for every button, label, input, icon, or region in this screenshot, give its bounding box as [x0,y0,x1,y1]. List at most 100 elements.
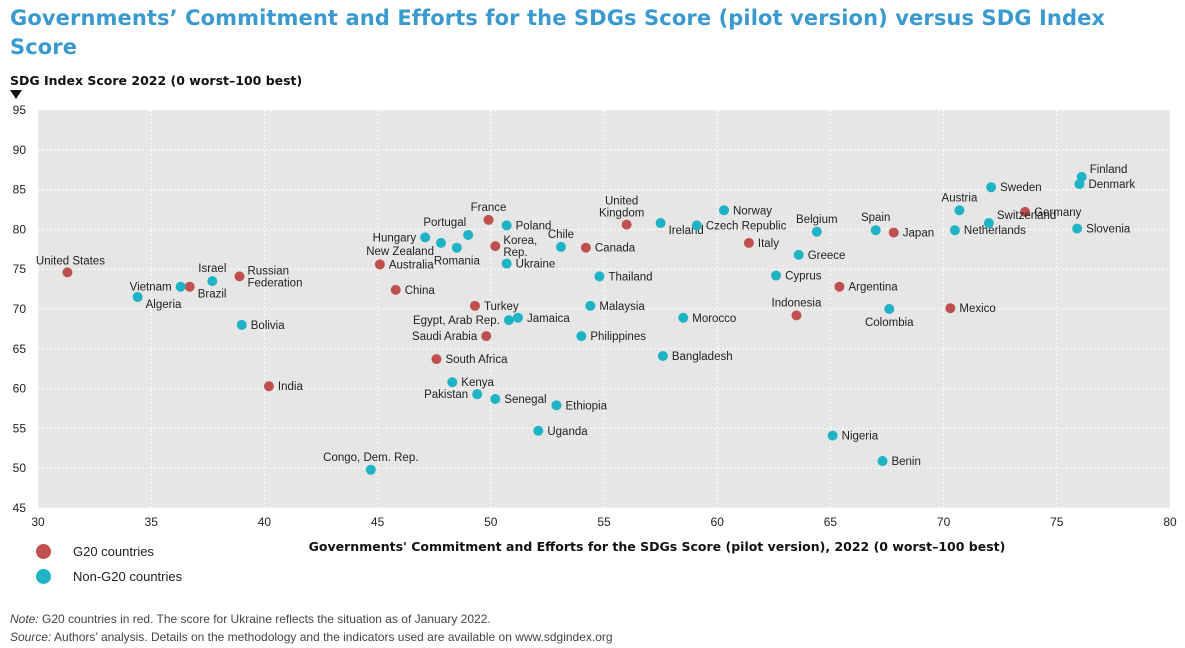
y-tick-label: 75 [13,262,27,276]
data-point [463,229,474,240]
y-tick-label: 45 [13,501,27,515]
y-tick-label: 70 [13,302,27,316]
chart-note: Note: G20 countries in red. The score fo… [10,612,491,626]
point-label: Korea, [503,235,537,247]
data-point [793,249,804,260]
point-label: Algeria [146,299,182,311]
point-label: Kenya [461,377,494,389]
y-tick-label: 95 [13,103,27,117]
point-label: Netherlands [964,225,1026,237]
point-label: Belgium [796,214,838,226]
data-point [771,270,782,281]
source-prefix: Source: [10,630,52,644]
data-point [447,377,458,388]
point-label: Kingdom [599,208,644,220]
point-label: Germany [1034,207,1082,219]
y-tick-label: 60 [13,382,27,396]
x-tick-label: 55 [597,515,611,529]
point-label: Argentina [848,282,898,294]
point-label: Slovenia [1086,224,1131,236]
data-point [435,237,446,248]
point-label: Australia [389,259,434,271]
chart-source: Source: Authors’ analysis. Details on th… [10,630,613,644]
point-label: Switzerland [997,210,1056,222]
point-label: Czech Republic [706,220,787,232]
data-point [481,331,492,342]
data-point [451,242,462,253]
point-label: Pakistan [424,389,468,401]
point-label: Colombia [865,317,914,329]
data-point [1020,206,1031,217]
data-point [390,284,401,295]
point-label: Portugal [423,217,466,229]
data-point [678,312,689,323]
y-axis-arrow-icon [10,90,22,99]
data-point [483,214,494,225]
data-point [691,220,702,231]
note-prefix: Note: [10,612,39,626]
x-tick-label: 30 [31,515,45,529]
data-point [585,300,596,311]
data-point [469,300,480,311]
point-label: Jamaica [527,313,570,325]
data-point [945,303,956,314]
point-label: France [471,202,507,214]
x-tick-label: 70 [937,515,951,529]
point-label: Denmark [1088,179,1135,191]
data-point [657,350,668,361]
data-point [62,267,73,278]
data-point [954,205,965,216]
point-label: Finland [1090,164,1128,176]
data-point [365,464,376,475]
point-label: Israel [198,263,226,275]
point-label: Ethiopia [565,400,607,412]
point-label: Philippines [590,331,646,343]
data-point [132,292,143,303]
y-tick-label: 55 [13,421,27,435]
x-tick-label: 45 [371,515,385,529]
legend-item-non-g20: Non-G20 countries [36,569,182,584]
point-label: Mexico [959,303,995,315]
point-label: Sweden [1000,182,1042,194]
y-axis-label: SDG Index Score 2022 (0 worst–100 best) [10,73,303,88]
y-tick-label: 50 [13,461,27,475]
data-point [621,219,632,230]
point-label: Indonesia [772,297,822,309]
point-label: Thailand [608,271,652,283]
x-tick-label: 80 [1163,515,1177,529]
data-point [827,430,838,441]
y-tick-label: 85 [13,183,27,197]
point-label: Poland [516,220,552,232]
point-label: Vietnam [130,282,172,294]
point-label: Morocco [692,313,736,325]
y-tick-label: 90 [13,143,27,157]
point-label: Hungary [373,232,417,244]
point-label: Rep. [503,247,527,259]
point-label: Cyprus [785,271,822,283]
x-tick-label: 50 [484,515,498,529]
point-label: Congo, Dem. Rep. [323,452,418,464]
point-label: Egypt, Arab Rep. [413,315,500,327]
data-point [743,237,754,248]
data-point [533,425,544,436]
point-label: Turkey [484,301,519,313]
x-tick-label: 40 [258,515,272,529]
data-point [580,242,591,253]
point-label: China [405,285,436,297]
data-point [811,226,822,237]
point-label: South Africa [445,354,508,366]
point-label: Austria [942,192,978,204]
point-label: Bangladesh [672,351,733,363]
y-tick-label: 80 [13,222,27,236]
point-label: United States [36,255,105,267]
data-point [884,304,895,314]
point-label: New Zealand [366,246,434,258]
point-label: United [605,196,638,208]
x-tick-label: 65 [824,515,838,529]
data-point [888,227,899,238]
g20-marker-icon [36,544,51,559]
point-label: Brazil [198,289,227,301]
data-point [184,281,195,292]
point-label: Federation [247,277,302,289]
